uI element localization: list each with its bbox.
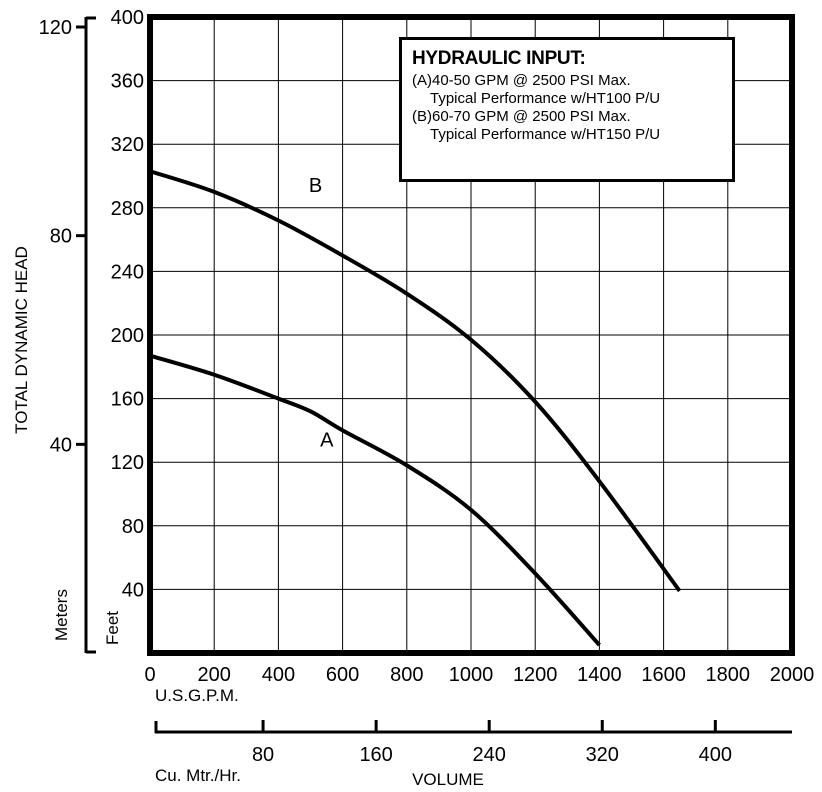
curve-label-a: A [320,429,334,451]
y-tick-label: 80 [122,516,144,538]
y-tick-label: 40 [122,579,144,601]
y-unit-feet: Feet [103,611,122,645]
y-axis-title: TOTAL DYNAMIC HEAD [12,246,31,434]
curve-a [149,353,601,647]
meters-tick-label: 40 [50,434,72,456]
cu-tick-label: 80 [252,744,274,766]
legend-title: HYDRAULIC INPUT: [412,48,586,69]
legend-box: HYDRAULIC INPUT: (A)40-50 GPM @ 2500 PSI… [399,37,735,182]
y-tick-label: 240 [111,261,144,283]
meters-tick-label: 80 [50,226,72,248]
curve-label-b: B [309,175,322,197]
y-tick-label: 200 [111,325,144,347]
legend-line: Typical Performance w/HT150 P/U [430,126,661,143]
y-tick-label: 280 [111,198,144,220]
x-unit-gpm: U.S.G.P.M. [155,686,239,705]
legend-line: (A)40-50 GPM @ 2500 PSI Max. [412,72,631,89]
y-tick-label: 120 [111,452,144,474]
y-tick-label: 320 [111,134,144,156]
cu-tick-label: 240 [473,744,506,766]
x-tick-label: 1200 [513,664,558,686]
x-tick-label: 1000 [449,664,494,686]
plot-frame [147,14,795,656]
legend-line: (B)60-70 GPM @ 2500 PSI Max. [412,108,631,125]
x-tick-label: 0 [144,664,155,686]
cubic-meters-axis: 80 160 240 320 400 [154,720,792,766]
x-tick-label: 800 [390,664,423,686]
y-tick-label: 160 [111,389,144,411]
performance-curves [149,169,682,647]
y-axis-feet-ticks: 40 80 120 160 200 240 280 320 360 400 [111,7,144,601]
legend-line: Typical Performance w/HT100 P/U [430,90,661,107]
x-tick-label: 400 [262,664,295,686]
cu-tick-label: 400 [699,744,732,766]
x-unit-cubic-meters: Cu. Mtr./Hr. [155,766,241,785]
x-axis-gpm-ticks: 0 200 400 600 800 1000 1200 1400 1600 1800 2000 [144,664,814,686]
x-axis-title: VOLUME [412,770,484,789]
y-unit-meters: Meters [52,589,71,641]
y-tick-label: 400 [111,7,144,29]
x-tick-label: 200 [198,664,231,686]
x-tick-label: 1400 [577,664,622,686]
x-tick-label: 1600 [641,664,686,686]
x-tick-label: 600 [326,664,359,686]
legend-lines: (A)40-50 GPM @ 2500 PSI Max. Typical Perf… [412,72,722,144]
x-tick-label: 1800 [706,664,751,686]
meters-tick-label: 120 [39,17,72,39]
y-tick-label: 360 [111,71,144,93]
cu-tick-label: 320 [586,744,619,766]
meters-axis: 40 80 120 [39,16,96,654]
curve-b [149,169,682,593]
cu-tick-label: 160 [359,744,392,766]
x-tick-label: 2000 [770,664,815,686]
